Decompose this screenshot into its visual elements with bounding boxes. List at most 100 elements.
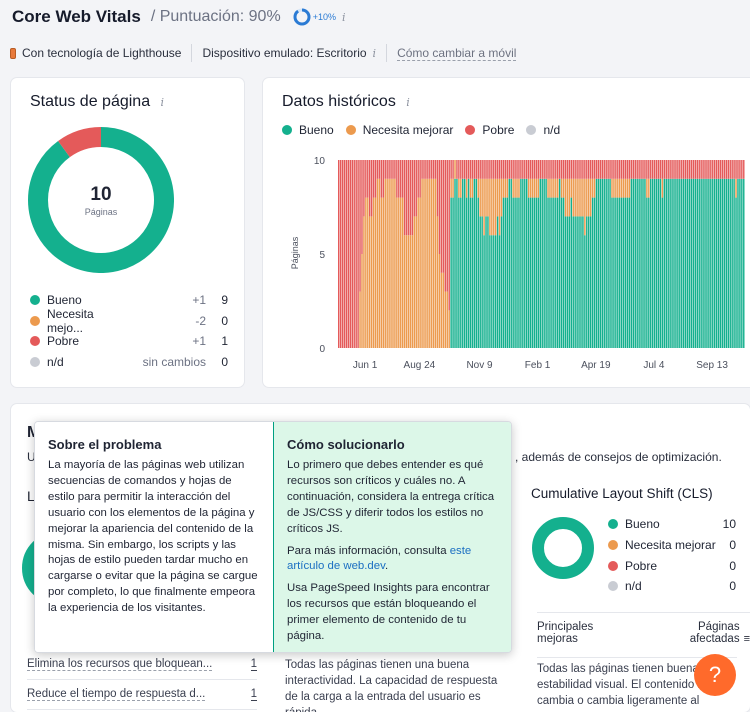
- bar-segment[interactable]: [485, 160, 487, 179]
- bar-segment[interactable]: [369, 160, 371, 217]
- bar-segment[interactable]: [520, 178, 522, 348]
- bar-segment[interactable]: [580, 160, 582, 179]
- bar-segment[interactable]: [405, 235, 408, 348]
- legend-row-needs[interactable]: Necesita mejorar 0: [608, 535, 736, 556]
- bar-segment[interactable]: [586, 216, 588, 348]
- bar-segment[interactable]: [665, 178, 667, 348]
- bar-segment[interactable]: [425, 160, 427, 179]
- bar-segment[interactable]: [347, 160, 350, 348]
- bar-segment[interactable]: [473, 160, 476, 179]
- bar-segment[interactable]: [361, 254, 363, 348]
- bar-segment[interactable]: [431, 160, 433, 179]
- bar-segment[interactable]: [743, 178, 745, 348]
- bar-segment[interactable]: [378, 160, 381, 179]
- bar-segment[interactable]: [504, 197, 507, 348]
- bar-segment[interactable]: [560, 160, 563, 179]
- bar-segment[interactable]: [477, 197, 479, 348]
- info-icon[interactable]: i: [160, 96, 165, 109]
- bar-segment[interactable]: [564, 216, 567, 348]
- bar-segment[interactable]: [436, 216, 439, 348]
- bar-segment[interactable]: [572, 160, 574, 179]
- bar-segment[interactable]: [671, 160, 673, 179]
- bar-segment[interactable]: [632, 160, 635, 179]
- bar-segment[interactable]: [440, 160, 443, 273]
- bar-segment[interactable]: [491, 160, 493, 179]
- bar-segment[interactable]: [553, 160, 555, 179]
- bar-segment[interactable]: [694, 160, 697, 179]
- bar-segment[interactable]: [617, 178, 619, 198]
- bar-segment[interactable]: [566, 160, 569, 179]
- bar-segment[interactable]: [405, 160, 408, 236]
- bar-segment[interactable]: [510, 178, 512, 348]
- bar-segment[interactable]: [715, 178, 718, 348]
- bar-segment[interactable]: [599, 160, 602, 179]
- bar-segment[interactable]: [739, 160, 741, 179]
- bar-segment[interactable]: [390, 160, 392, 179]
- bar-segment[interactable]: [551, 160, 553, 179]
- bar-segment[interactable]: [599, 178, 602, 348]
- bar-segment[interactable]: [638, 178, 640, 348]
- bar-segment[interactable]: [667, 160, 669, 179]
- bar-segment[interactable]: [578, 178, 580, 217]
- bar-segment[interactable]: [686, 160, 689, 179]
- bar-segment[interactable]: [413, 160, 416, 217]
- bar-segment[interactable]: [613, 178, 615, 198]
- bar-segment[interactable]: [508, 178, 510, 348]
- legend-row-poor[interactable]: Pobre 0: [608, 555, 736, 576]
- bar-segment[interactable]: [661, 160, 664, 179]
- bar-segment[interactable]: [646, 178, 648, 198]
- bar-segment[interactable]: [531, 160, 534, 179]
- bar-segment[interactable]: [651, 178, 654, 348]
- bar-segment[interactable]: [493, 160, 495, 179]
- bar-segment[interactable]: [584, 235, 586, 348]
- bar-segment[interactable]: [398, 160, 400, 198]
- bar-segment[interactable]: [557, 160, 559, 179]
- bar-segment[interactable]: [421, 178, 423, 348]
- bar-segment[interactable]: [630, 160, 633, 179]
- bar-segment[interactable]: [401, 197, 404, 348]
- bar-segment[interactable]: [553, 197, 555, 348]
- list-item[interactable]: Elimina los recursos que bloquean... 1: [27, 650, 257, 680]
- bar-segment[interactable]: [721, 178, 724, 348]
- bar-segment[interactable]: [512, 178, 514, 198]
- donut-slice-good[interactable]: [28, 127, 174, 273]
- bar-segment[interactable]: [601, 178, 604, 348]
- bar-segment[interactable]: [394, 178, 396, 348]
- bar-segment[interactable]: [642, 160, 644, 179]
- bar-segment[interactable]: [719, 160, 722, 179]
- change-device-link[interactable]: Cómo cambiar a móvil: [397, 45, 517, 61]
- bar-segment[interactable]: [500, 178, 503, 217]
- bar-segment[interactable]: [533, 197, 536, 348]
- bar-segment[interactable]: [477, 160, 479, 179]
- bar-segment[interactable]: [580, 178, 582, 217]
- bar-segment[interactable]: [657, 160, 660, 179]
- bar-segment[interactable]: [648, 160, 650, 179]
- legend-item-poor[interactable]: Pobre: [465, 123, 514, 137]
- bar-segment[interactable]: [737, 178, 739, 348]
- bar-segment[interactable]: [458, 178, 460, 198]
- bar-segment[interactable]: [527, 160, 530, 179]
- bar-segment[interactable]: [518, 197, 520, 348]
- legend-row-na[interactable]: n/d sin cambios 0: [30, 352, 228, 373]
- bar-segment[interactable]: [690, 160, 693, 179]
- bar-segment[interactable]: [694, 178, 697, 348]
- help-button[interactable]: ?: [694, 654, 736, 696]
- bar-segment[interactable]: [566, 216, 569, 348]
- bar-segment[interactable]: [489, 178, 491, 236]
- bar-segment[interactable]: [543, 178, 545, 348]
- bar-segment[interactable]: [628, 160, 631, 179]
- bar-segment[interactable]: [642, 178, 644, 348]
- bar-segment[interactable]: [431, 178, 433, 348]
- bar-segment[interactable]: [622, 178, 625, 198]
- bar-segment[interactable]: [396, 197, 398, 348]
- bar-segment[interactable]: [700, 160, 702, 179]
- bar-segment[interactable]: [646, 160, 648, 179]
- bar-segment[interactable]: [663, 160, 666, 179]
- bar-segment[interactable]: [648, 197, 650, 348]
- bar-segment[interactable]: [557, 197, 559, 348]
- bar-segment[interactable]: [597, 160, 600, 179]
- bar-segment[interactable]: [626, 178, 629, 198]
- donut-slice-poor[interactable]: [58, 127, 102, 158]
- bar-segment[interactable]: [597, 178, 600, 348]
- bar-segment[interactable]: [341, 160, 344, 348]
